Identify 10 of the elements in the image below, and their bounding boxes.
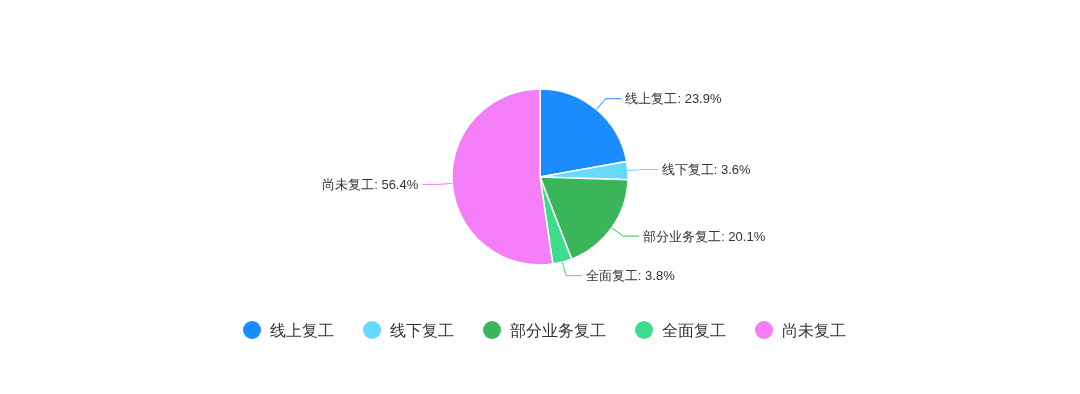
legend-label: 线上复工 [270, 322, 334, 339]
data-label: 部分业务复工: 20.1% [643, 228, 766, 244]
data-label: 线下复工: 3.6% [661, 162, 752, 178]
legend-label: 尚未复工 [782, 322, 846, 339]
data-label: 尚未复工: 56.4% [322, 176, 419, 192]
legend-label: 部分业务复工 [510, 322, 606, 339]
legend-label: 全面复工 [662, 322, 726, 339]
data-label: 全面复工: 3.8% [585, 268, 676, 284]
legend-label: 线下复工 [390, 322, 454, 339]
data-label: 线上复工: 23.9% [625, 91, 722, 107]
